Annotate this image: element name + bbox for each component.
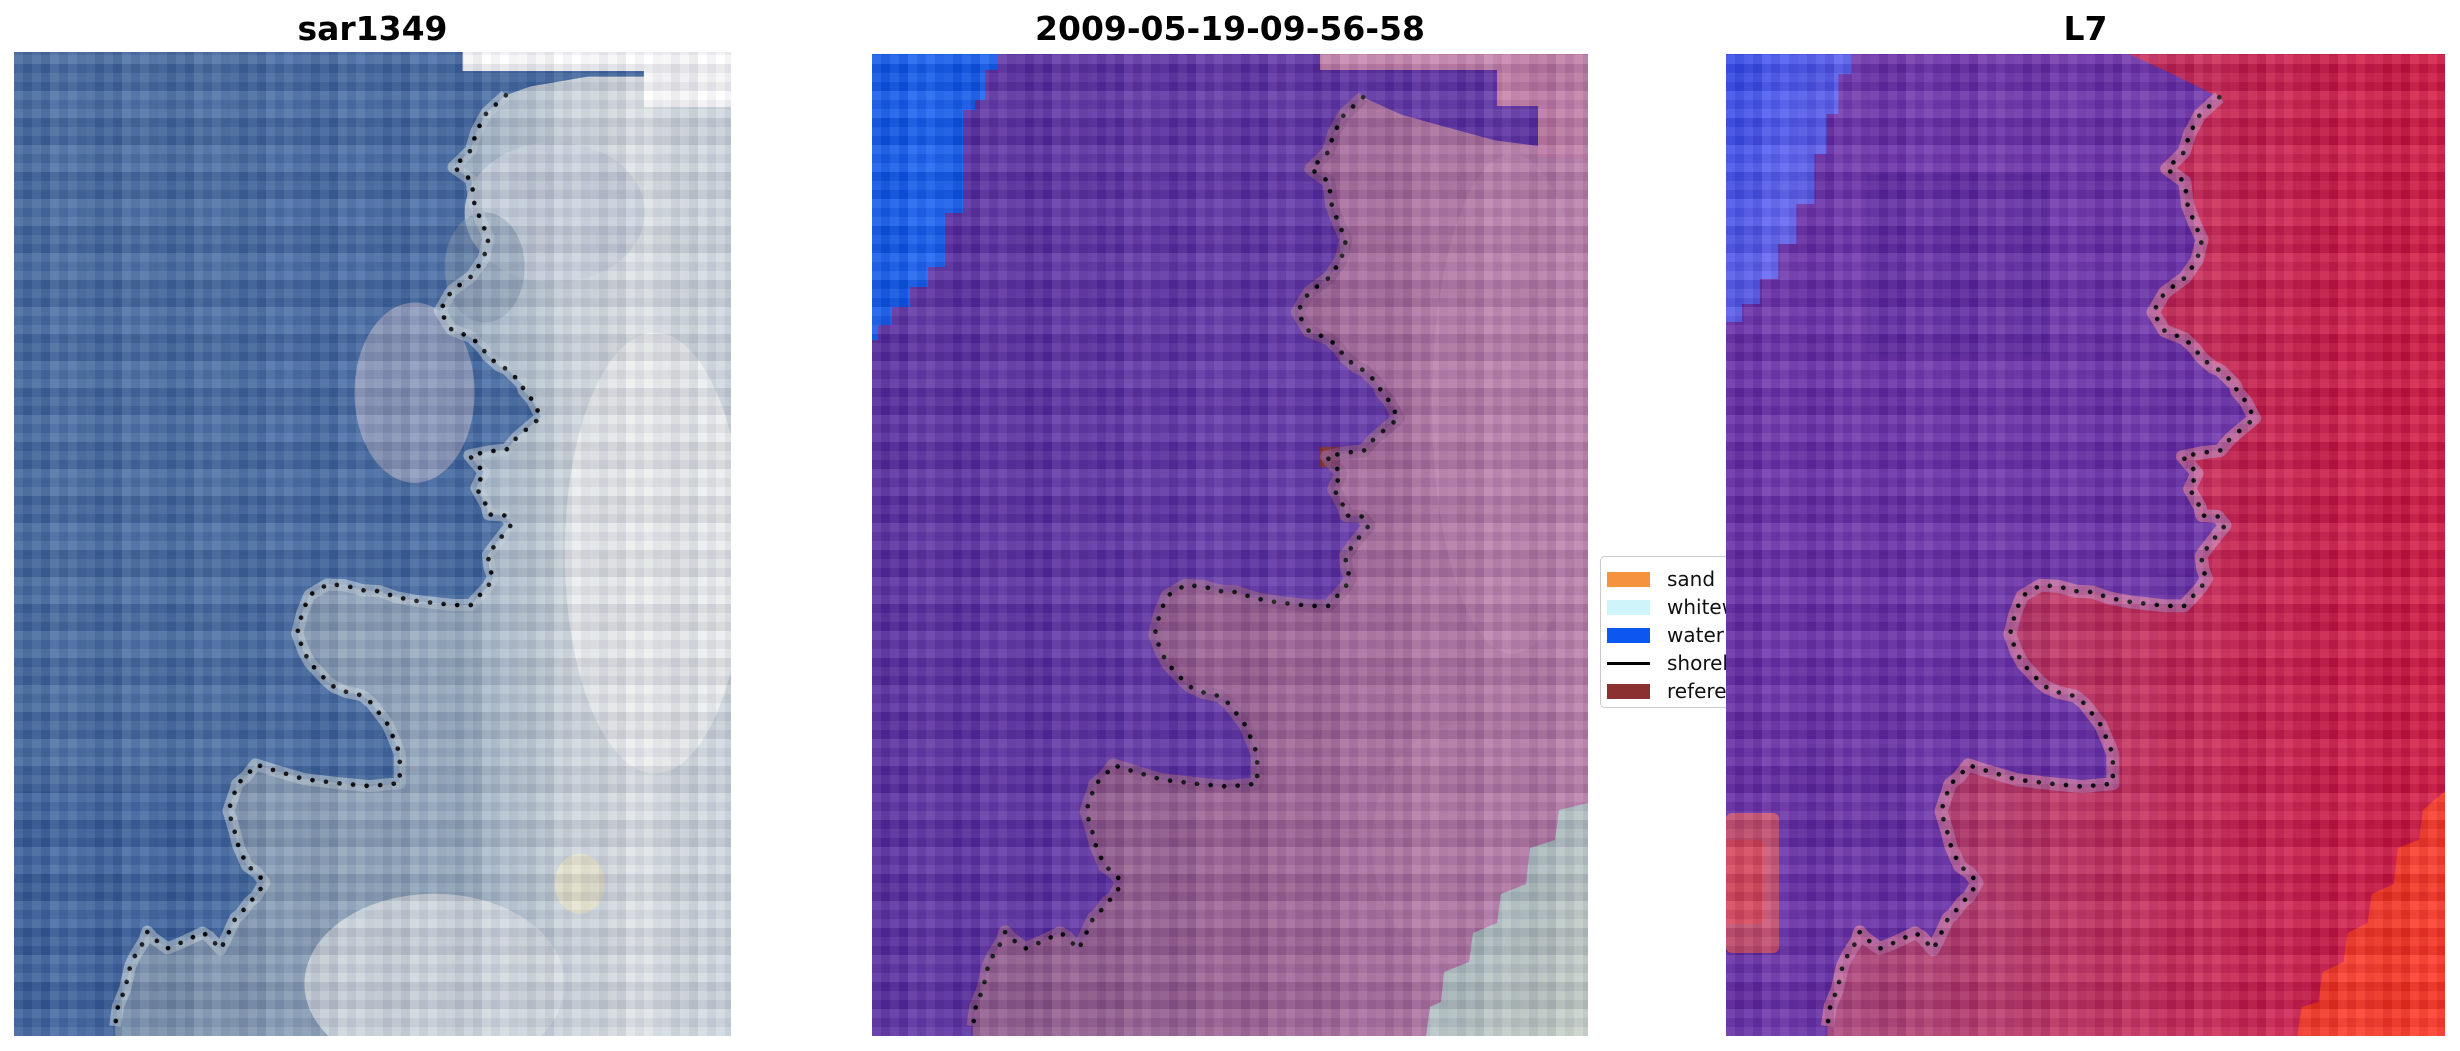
panel-sar-image: [14, 52, 731, 1036]
shoreline-beach-band: [1820, 92, 2262, 1028]
l7-blue-corner: [1726, 54, 1852, 322]
legend-label: sand: [1667, 567, 1716, 591]
panel-title-l7: L7: [2063, 9, 2108, 48]
legend-line-swatch: [1607, 661, 1650, 665]
legend-row-sand: sand: [1607, 565, 1799, 593]
shoreline-beach-band: [109, 90, 548, 1028]
l7-land-region: [1827, 54, 2445, 1036]
legend-label: water: [1667, 623, 1724, 647]
classified-water-class-patch: [872, 54, 998, 340]
sar-nodata-notch: [643, 52, 731, 108]
legend-row-water: water: [1607, 621, 1799, 649]
legend-color-swatch: [1607, 683, 1650, 699]
panel-title-sar: sar1349: [297, 9, 448, 48]
l7-hot-corner: [2297, 791, 2445, 1036]
legend-color-swatch: [1607, 599, 1650, 615]
legend-color-swatch: [1607, 627, 1650, 643]
legend-color-swatch: [1607, 571, 1650, 587]
classified-whitewater-corner: [1426, 803, 1588, 1036]
panel-l7-image: [1726, 54, 2445, 1036]
panel-classified-image: [872, 54, 1588, 1036]
panel-title-classified: 2009-05-19-09-56-58: [1035, 9, 1425, 48]
shoreline-beach-band: [966, 92, 1405, 1028]
sar-cloud-land-region: [115, 76, 731, 1036]
